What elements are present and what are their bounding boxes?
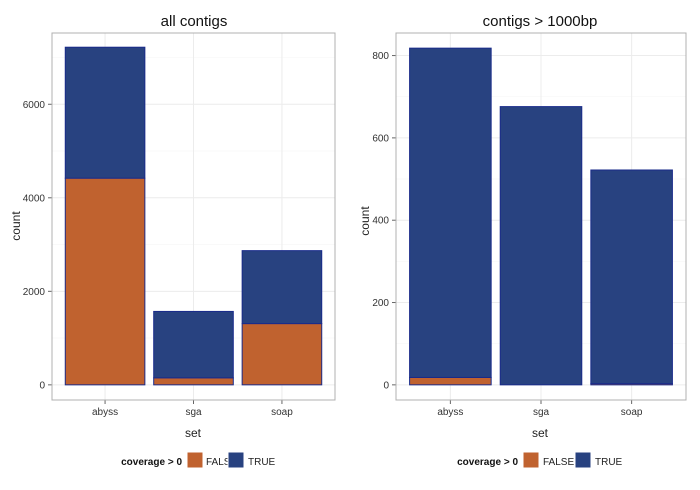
bar-abyss-false — [64, 177, 146, 386]
y-tick-label: 0 — [39, 380, 45, 391]
y-tick-label: 400 — [372, 216, 389, 227]
legend-swatch-true — [574, 451, 592, 469]
y-axis-title-left: count — [9, 211, 23, 241]
legend-title: coverage > 0 — [457, 457, 518, 468]
bar-soap-true — [590, 169, 673, 385]
legend-label-false: FALSE — [206, 457, 237, 468]
y-tick-label: 2000 — [23, 287, 46, 298]
legend-swatch-false — [522, 451, 540, 469]
legend-label-true: TRUE — [595, 457, 623, 468]
chart-title-right: contigs > 1000bp — [483, 13, 598, 30]
chart-title-left: all contigs — [161, 13, 228, 30]
legend-swatch-false — [186, 451, 204, 469]
x-axis-title-right: set — [532, 426, 549, 440]
y-tick-label: 4000 — [23, 193, 46, 204]
bar-soap-true — [241, 250, 323, 325]
bar-abyss-false — [409, 376, 492, 386]
legend-label-false: FALSE — [543, 457, 574, 468]
bar-abyss-true — [409, 47, 492, 378]
bar-sga-false — [153, 377, 234, 386]
y-tick-label: 800 — [372, 51, 389, 62]
bar-soap-false — [241, 323, 323, 386]
x-tick-label-soap: soap — [621, 407, 643, 418]
y-tick-label: 6000 — [23, 100, 46, 111]
legend-label-true: TRUE — [248, 457, 276, 468]
panel-border — [395, 32, 687, 401]
y-axis-title-right: count — [358, 206, 372, 236]
legend-title: coverage > 0 — [121, 457, 182, 468]
panel-all-contigs: 0 2000 4000 6000 abyss sga soap — [23, 32, 336, 418]
bar-abyss-true — [64, 46, 146, 179]
y-tick-label: 600 — [372, 133, 389, 144]
x-tick-label-soap: soap — [271, 407, 293, 418]
panel-border — [51, 32, 336, 401]
x-tick-label-sga: sga — [533, 407, 550, 418]
legend-right: coverage > 0 FALSE TRUE — [457, 451, 623, 469]
panel-contigs-1000bp: 0 200 400 600 800 abyss sga soap — [372, 32, 687, 418]
bar-sga-true — [499, 106, 583, 386]
y-tick-label: 200 — [372, 298, 389, 309]
y-tick-label: 0 — [383, 380, 389, 391]
legend-swatch-true — [227, 451, 245, 469]
x-tick-label-sga: sga — [185, 407, 202, 418]
legend-left: coverage > 0 FALSE TRUE — [121, 451, 276, 469]
x-axis-title-left: set — [185, 426, 202, 440]
x-tick-label-abyss: abyss — [92, 407, 118, 418]
bar-sga-true — [153, 310, 234, 379]
x-tick-label-abyss: abyss — [437, 407, 463, 418]
